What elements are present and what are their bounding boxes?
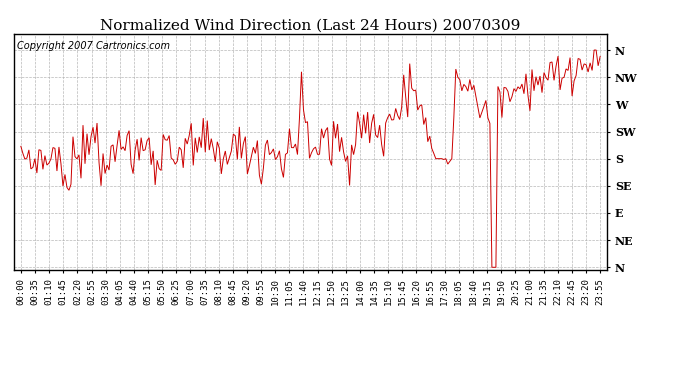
Text: Copyright 2007 Cartronics.com: Copyright 2007 Cartronics.com	[17, 41, 170, 51]
Title: Normalized Wind Direction (Last 24 Hours) 20070309: Normalized Wind Direction (Last 24 Hours…	[100, 19, 521, 33]
